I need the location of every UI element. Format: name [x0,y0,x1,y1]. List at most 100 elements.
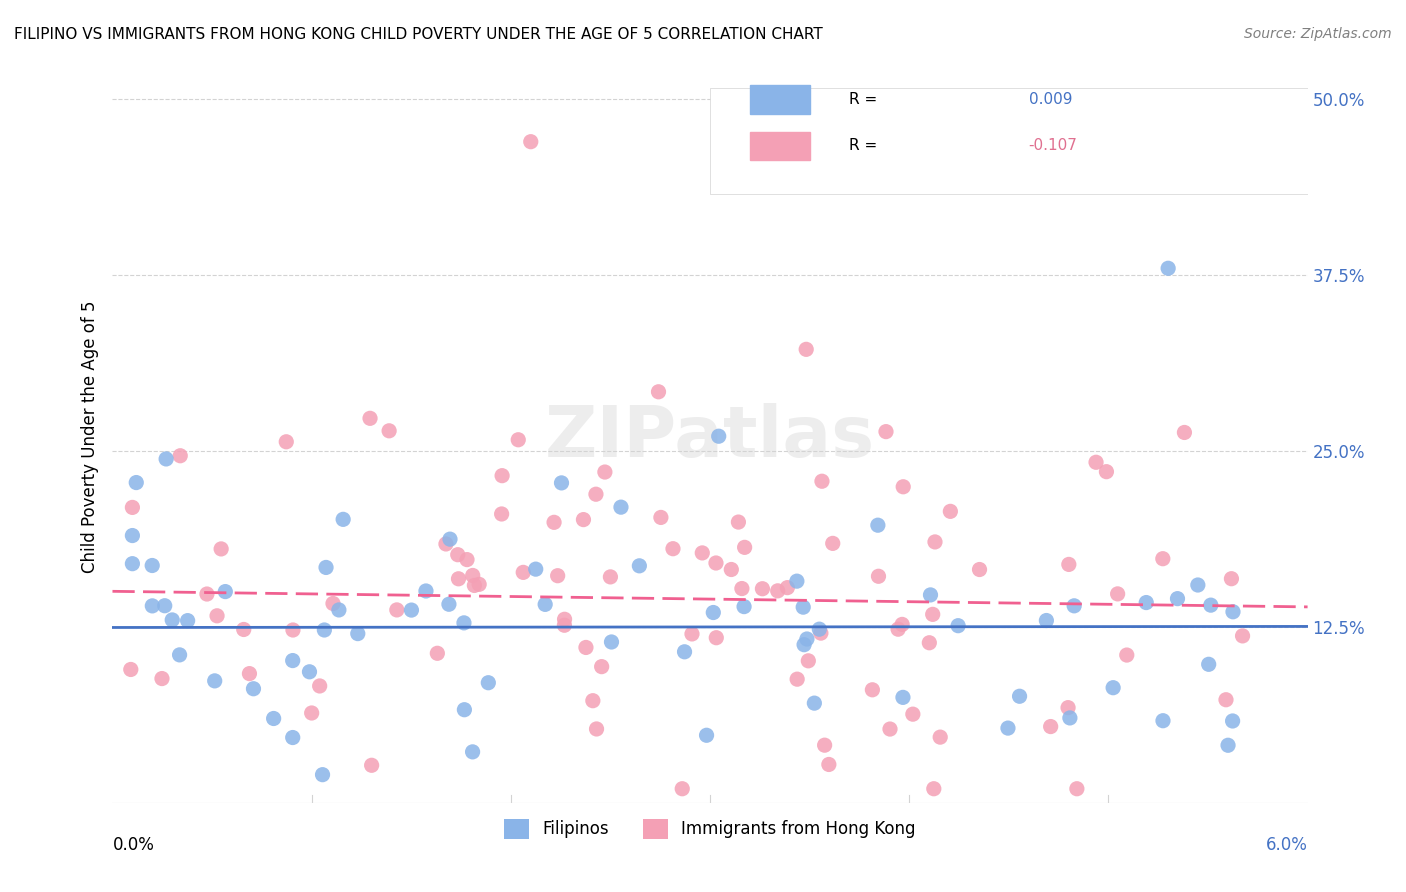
Point [1152,551,1174,566]
Text: R =: R = [849,92,883,107]
Point [120,663,142,677]
Point [647,384,669,399]
Point [751,582,773,596]
Point [891,690,914,705]
Point [734,541,756,555]
Point [733,599,755,614]
Point [195,587,218,601]
Point [169,449,191,463]
Point [1157,261,1180,276]
Text: R =: R = [849,138,883,153]
Point [447,572,470,586]
Point [818,757,841,772]
Point [593,465,616,479]
Point [821,536,844,550]
Point [298,665,321,679]
Point [924,535,946,549]
Point [704,556,727,570]
Point [360,758,382,772]
Point [920,588,942,602]
Point [803,696,825,710]
Point [263,711,285,725]
Point [463,578,485,592]
Point [1222,605,1244,619]
Point [1187,578,1209,592]
Point [447,548,470,562]
Point [1057,558,1080,572]
Point [628,558,651,573]
Point [585,487,607,501]
Point [378,424,401,438]
Point [176,614,198,628]
Point [155,452,177,467]
Point [543,516,565,530]
Point [922,781,945,796]
Point [591,659,613,673]
Point [673,645,696,659]
Point [205,608,228,623]
Point [1085,455,1108,469]
Point [401,603,423,617]
Point [918,636,941,650]
Point [704,631,727,645]
Point [359,411,381,425]
Point [702,606,724,620]
Point [232,623,254,637]
Point [810,626,832,640]
Point [997,721,1019,735]
Point [929,730,952,744]
Point [512,566,534,580]
Point [238,666,260,681]
Point [720,562,742,576]
Point [766,583,789,598]
Point [534,598,557,612]
Point [346,626,368,640]
Point [276,434,298,449]
Point [808,622,831,636]
Point [153,599,176,613]
Text: FILIPINO VS IMMIGRANTS FROM HONG KONG CHILD POVERTY UNDER THE AGE OF 5 CORRELATI: FILIPINO VS IMMIGRANTS FROM HONG KONG CH… [14,27,823,42]
Point [969,562,991,576]
Point [461,745,484,759]
Point [434,537,457,551]
Point [572,513,595,527]
Point [209,541,232,556]
Point [901,707,924,722]
Point [868,569,890,583]
Point [786,574,808,589]
Point [610,500,633,515]
Point [162,613,183,627]
Point [887,622,910,636]
Point [939,504,962,518]
Point [797,654,820,668]
Point [690,546,713,560]
Point [461,568,484,582]
Point [1039,720,1062,734]
Point [575,640,598,655]
Point [1215,692,1237,706]
Point [1059,711,1081,725]
Point [811,475,834,489]
Point [214,584,236,599]
Text: -0.107: -0.107 [1029,138,1077,153]
Point [1008,690,1031,704]
Point [520,135,543,149]
Point [1057,700,1080,714]
Point [585,722,607,736]
Point [314,623,336,637]
Point [1198,657,1220,672]
Bar [749,86,810,113]
Point [553,618,575,632]
Point [1216,738,1239,752]
Point [169,648,191,662]
Point [1066,781,1088,796]
Point [328,603,350,617]
Point [879,722,901,736]
Point [794,343,817,357]
Point [311,767,333,781]
Point [599,570,621,584]
Point [491,507,513,521]
Point [1095,465,1118,479]
Point [439,532,461,546]
Point [332,512,354,526]
